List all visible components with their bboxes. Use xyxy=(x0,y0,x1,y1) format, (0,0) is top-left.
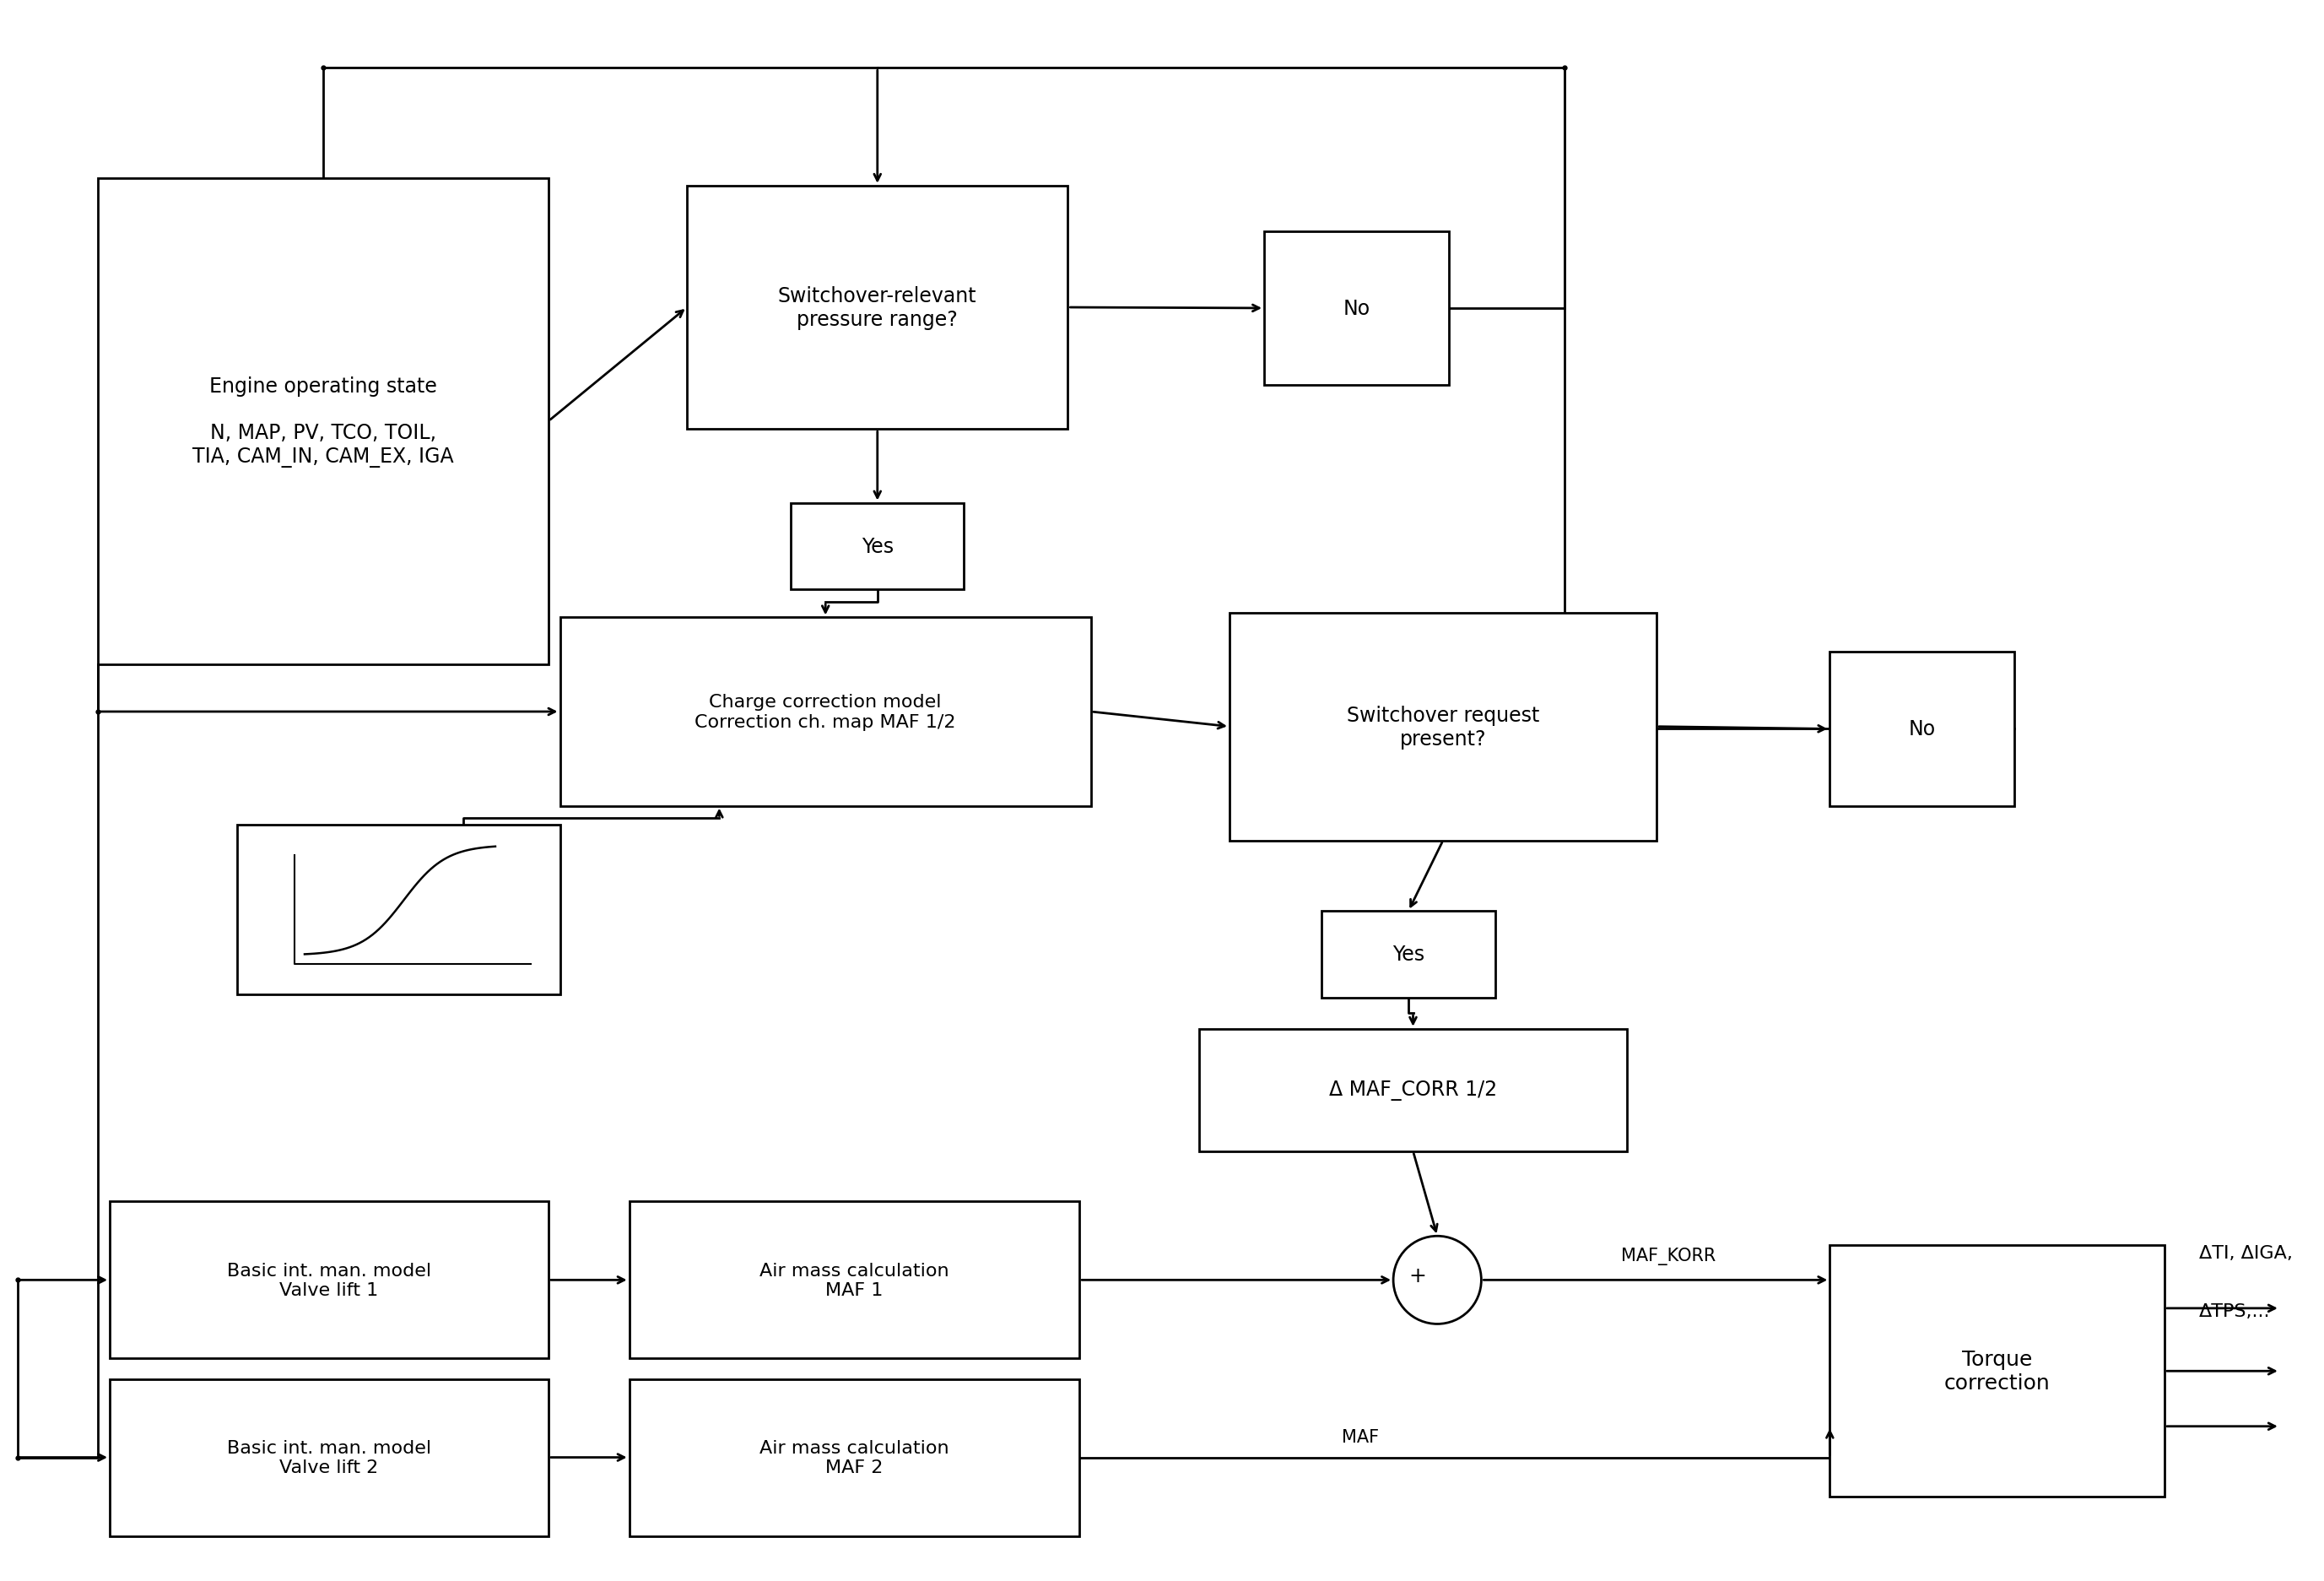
Text: No: No xyxy=(1908,719,1936,740)
Text: Basic int. man. model
Valve lift 2: Basic int. man. model Valve lift 2 xyxy=(228,1439,432,1475)
Text: Yes: Yes xyxy=(862,536,892,557)
FancyBboxPatch shape xyxy=(790,503,964,590)
FancyBboxPatch shape xyxy=(560,618,1090,806)
FancyBboxPatch shape xyxy=(1199,1029,1627,1151)
Text: No: No xyxy=(1343,299,1371,319)
Text: Δ MAF_CORR 1/2: Δ MAF_CORR 1/2 xyxy=(1329,1080,1497,1100)
FancyBboxPatch shape xyxy=(109,1379,548,1535)
Text: MAF_KORR: MAF_KORR xyxy=(1620,1247,1715,1265)
Text: ΔTI, ΔIGA,: ΔTI, ΔIGA, xyxy=(2199,1244,2294,1262)
FancyBboxPatch shape xyxy=(1829,1246,2164,1497)
FancyBboxPatch shape xyxy=(1264,232,1448,386)
Text: ΔTPS,...: ΔTPS,... xyxy=(2199,1303,2271,1319)
Circle shape xyxy=(1394,1236,1480,1323)
Text: Charge correction model
Correction ch. map MAF 1/2: Charge correction model Correction ch. m… xyxy=(695,694,955,730)
FancyBboxPatch shape xyxy=(1829,653,2015,806)
Text: Basic int. man. model
Valve lift 1: Basic int. man. model Valve lift 1 xyxy=(228,1262,432,1298)
Text: Switchover request
present?: Switchover request present? xyxy=(1346,705,1538,749)
Text: Engine operating state

N, MAP, PV, TCO, TOIL,
TIA, CAM_IN, CAM_EX, IGA: Engine operating state N, MAP, PV, TCO, … xyxy=(193,376,453,468)
Text: MAF: MAF xyxy=(1341,1428,1380,1445)
FancyBboxPatch shape xyxy=(98,179,548,666)
Text: Torque
correction: Torque correction xyxy=(1945,1349,2050,1393)
FancyBboxPatch shape xyxy=(630,1379,1078,1535)
Text: Yes: Yes xyxy=(1392,944,1425,964)
FancyBboxPatch shape xyxy=(630,1202,1078,1358)
FancyBboxPatch shape xyxy=(688,187,1069,430)
Text: Switchover-relevant
pressure range?: Switchover-relevant pressure range? xyxy=(779,286,976,330)
FancyBboxPatch shape xyxy=(237,825,560,994)
Text: Air mass calculation
MAF 1: Air mass calculation MAF 1 xyxy=(760,1262,948,1298)
Text: Air mass calculation
MAF 2: Air mass calculation MAF 2 xyxy=(760,1439,948,1475)
FancyBboxPatch shape xyxy=(109,1202,548,1358)
FancyBboxPatch shape xyxy=(1229,613,1657,841)
Text: +: + xyxy=(1408,1266,1427,1285)
FancyBboxPatch shape xyxy=(1322,911,1494,998)
